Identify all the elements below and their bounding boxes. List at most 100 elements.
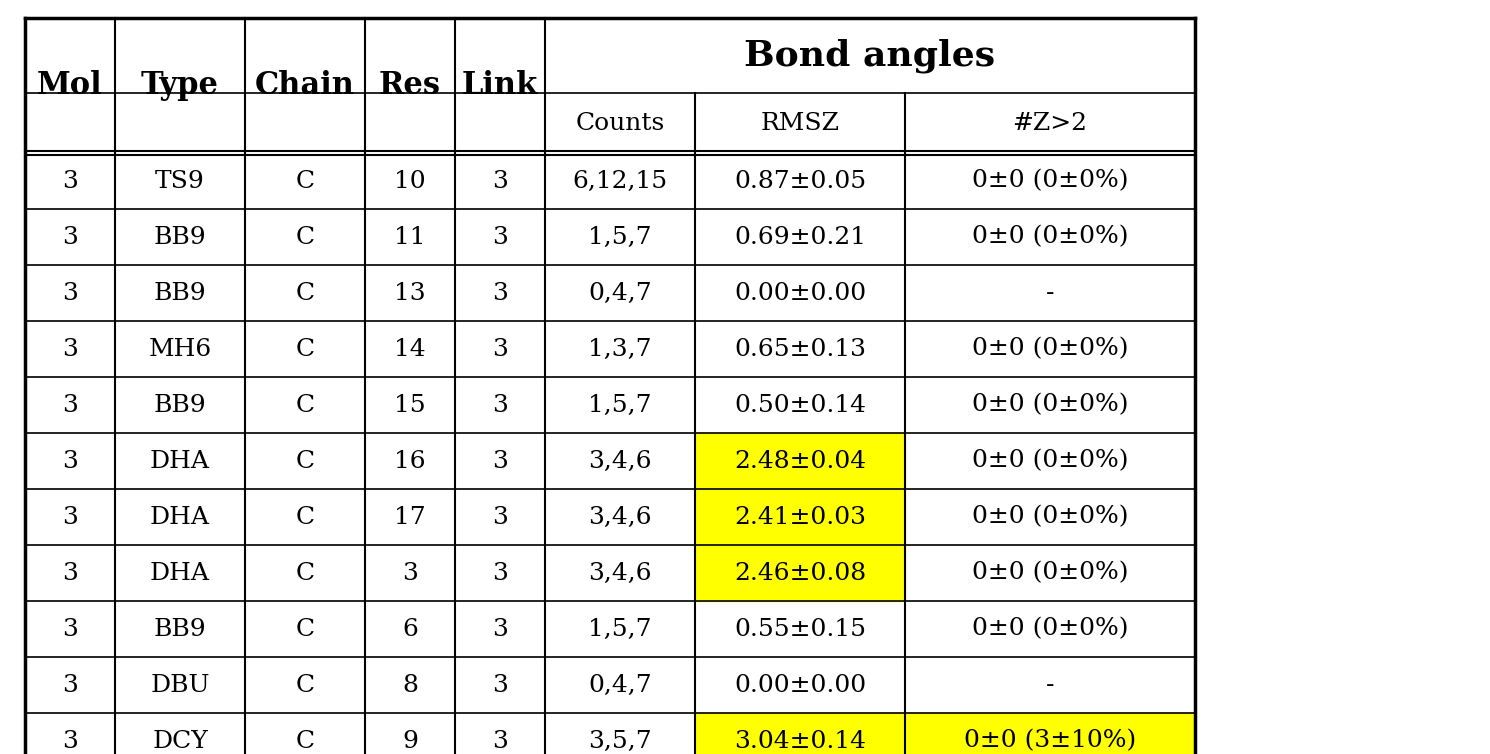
Bar — [694, 545, 904, 601]
Text: Type: Type — [142, 70, 219, 101]
Text: 0±0 (0±0%): 0±0 (0±0%) — [971, 449, 1128, 473]
Text: 1,5,7: 1,5,7 — [589, 618, 651, 640]
Text: 3: 3 — [63, 505, 77, 529]
Text: 3: 3 — [63, 338, 77, 360]
Text: 3,4,6: 3,4,6 — [589, 449, 651, 473]
Text: 3: 3 — [63, 618, 77, 640]
Text: 0.65±0.13: 0.65±0.13 — [735, 338, 866, 360]
Text: 0.69±0.21: 0.69±0.21 — [735, 225, 866, 249]
Text: 3: 3 — [402, 562, 417, 584]
Text: 10: 10 — [395, 170, 426, 192]
Text: 3: 3 — [492, 170, 508, 192]
Text: C: C — [295, 338, 314, 360]
Text: 6,12,15: 6,12,15 — [572, 170, 668, 192]
Text: 0.00±0.00: 0.00±0.00 — [735, 281, 866, 305]
Text: 3: 3 — [63, 225, 77, 249]
Text: DHA: DHA — [150, 505, 210, 529]
Text: 3: 3 — [492, 394, 508, 416]
Text: Counts: Counts — [575, 112, 665, 134]
Text: 3,4,6: 3,4,6 — [589, 505, 651, 529]
Text: TS9: TS9 — [155, 170, 204, 192]
Bar — [694, 489, 904, 545]
Text: 3: 3 — [492, 505, 508, 529]
Text: 0±0 (0±0%): 0±0 (0±0%) — [971, 618, 1128, 640]
Text: 0±0 (0±0%): 0±0 (0±0%) — [971, 225, 1128, 249]
Text: 9: 9 — [402, 730, 417, 752]
Text: C: C — [295, 281, 314, 305]
Text: C: C — [295, 505, 314, 529]
Text: DHA: DHA — [150, 449, 210, 473]
Text: Res: Res — [378, 70, 441, 101]
Text: RMSZ: RMSZ — [760, 112, 839, 134]
Text: 3: 3 — [63, 170, 77, 192]
Text: 0±0 (0±0%): 0±0 (0±0%) — [971, 562, 1128, 584]
Text: 2.48±0.04: 2.48±0.04 — [735, 449, 866, 473]
Text: 0±0 (0±0%): 0±0 (0±0%) — [971, 338, 1128, 360]
Text: 3: 3 — [492, 338, 508, 360]
Text: DHA: DHA — [150, 562, 210, 584]
Text: C: C — [295, 225, 314, 249]
Bar — [694, 433, 904, 489]
Text: Chain: Chain — [255, 70, 355, 101]
Text: 1,5,7: 1,5,7 — [589, 225, 651, 249]
Text: 3: 3 — [492, 673, 508, 697]
Text: 3,4,6: 3,4,6 — [589, 562, 651, 584]
Text: 16: 16 — [395, 449, 426, 473]
Text: 3: 3 — [63, 281, 77, 305]
Text: 3: 3 — [492, 562, 508, 584]
Text: 0±0 (3±10%): 0±0 (3±10%) — [964, 730, 1135, 752]
Text: 17: 17 — [395, 505, 426, 529]
Text: 3: 3 — [63, 449, 77, 473]
Text: 3.04±0.14: 3.04±0.14 — [735, 730, 866, 752]
Text: Bond angles: Bond angles — [745, 38, 995, 72]
Text: 3: 3 — [63, 730, 77, 752]
Text: C: C — [295, 394, 314, 416]
Text: 0.50±0.14: 0.50±0.14 — [735, 394, 866, 416]
Text: Mol: Mol — [37, 70, 103, 101]
Text: #Z>2: #Z>2 — [1013, 112, 1088, 134]
Bar — [904, 713, 1195, 754]
Text: C: C — [295, 618, 314, 640]
Text: 1,5,7: 1,5,7 — [589, 394, 651, 416]
Text: DBU: DBU — [150, 673, 210, 697]
Text: 3: 3 — [63, 394, 77, 416]
Text: C: C — [295, 673, 314, 697]
Text: 3: 3 — [492, 225, 508, 249]
Text: BB9: BB9 — [153, 394, 206, 416]
Text: C: C — [295, 449, 314, 473]
Text: 0±0 (0±0%): 0±0 (0±0%) — [971, 170, 1128, 192]
Text: 14: 14 — [395, 338, 426, 360]
Text: 0,4,7: 0,4,7 — [589, 673, 651, 697]
Text: BB9: BB9 — [153, 225, 206, 249]
Text: 2.41±0.03: 2.41±0.03 — [735, 505, 866, 529]
Text: MH6: MH6 — [149, 338, 212, 360]
Text: C: C — [295, 170, 314, 192]
Text: 8: 8 — [402, 673, 417, 697]
Text: 2.46±0.08: 2.46±0.08 — [735, 562, 866, 584]
Text: C: C — [295, 562, 314, 584]
Text: 0.00±0.00: 0.00±0.00 — [735, 673, 866, 697]
Text: 0,4,7: 0,4,7 — [589, 281, 651, 305]
Text: 3: 3 — [63, 562, 77, 584]
Bar — [694, 713, 904, 754]
Text: -: - — [1046, 281, 1055, 305]
Text: Link: Link — [462, 70, 538, 101]
Text: 6: 6 — [402, 618, 417, 640]
Text: BB9: BB9 — [153, 618, 206, 640]
Text: 1,3,7: 1,3,7 — [589, 338, 651, 360]
Text: 3: 3 — [492, 618, 508, 640]
Text: 3: 3 — [63, 673, 77, 697]
Text: 3: 3 — [492, 449, 508, 473]
Text: -: - — [1046, 673, 1055, 697]
Text: 0±0 (0±0%): 0±0 (0±0%) — [971, 505, 1128, 529]
Text: 13: 13 — [395, 281, 426, 305]
Text: 3: 3 — [492, 730, 508, 752]
Text: 11: 11 — [395, 225, 426, 249]
Text: 0.55±0.15: 0.55±0.15 — [735, 618, 866, 640]
Text: 3,5,7: 3,5,7 — [589, 730, 651, 752]
Text: 0.87±0.05: 0.87±0.05 — [735, 170, 866, 192]
Text: 3: 3 — [492, 281, 508, 305]
Text: 0±0 (0±0%): 0±0 (0±0%) — [971, 394, 1128, 416]
Text: C: C — [295, 730, 314, 752]
Text: BB9: BB9 — [153, 281, 206, 305]
